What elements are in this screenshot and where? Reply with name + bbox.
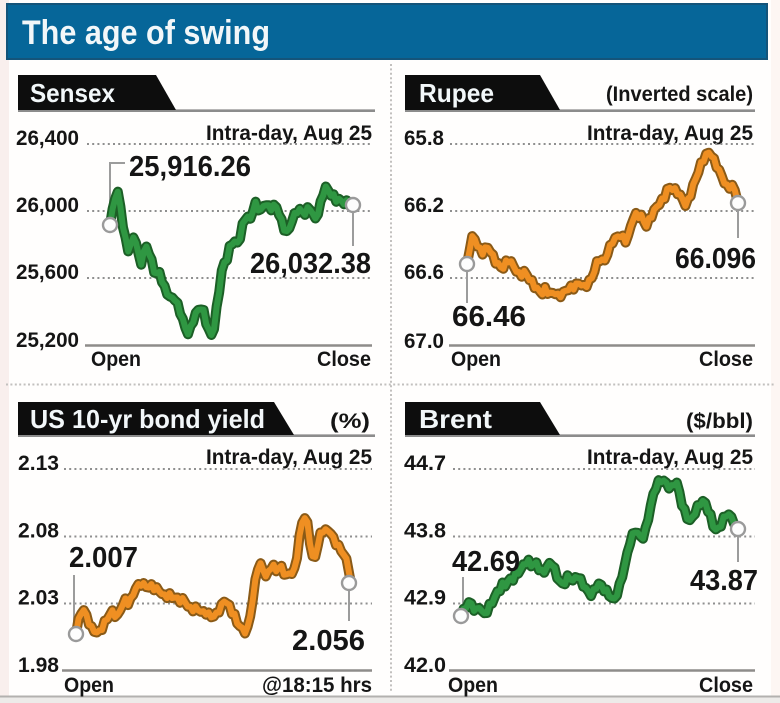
svg-text:Close: Close	[699, 673, 753, 697]
svg-text:Close: Close	[317, 347, 371, 371]
svg-text:Close: Close	[699, 347, 753, 371]
svg-text:26,000: 26,000	[16, 193, 79, 217]
svg-text:@18:15 hrs: @18:15 hrs	[262, 673, 372, 697]
svg-text:42.0: 42.0	[404, 653, 446, 677]
svg-text:Rupee: Rupee	[419, 78, 494, 108]
svg-text:Intra-day, Aug 25: Intra-day, Aug 25	[206, 445, 372, 469]
svg-text:66.2: 66.2	[404, 193, 444, 217]
svg-text:43.8: 43.8	[404, 519, 446, 543]
svg-text:1.98: 1.98	[18, 653, 59, 677]
svg-text:Brent: Brent	[419, 404, 492, 434]
svg-text:($/bbl): ($/bbl)	[686, 409, 753, 433]
svg-text:66.096: 66.096	[675, 243, 756, 275]
svg-text:42.69: 42.69	[452, 546, 520, 578]
svg-text:67.0: 67.0	[404, 329, 444, 353]
svg-text:(Inverted scale): (Inverted scale)	[606, 82, 753, 106]
svg-text:2.08: 2.08	[18, 519, 59, 543]
svg-text:The age of swing: The age of swing	[22, 14, 270, 52]
svg-text:2.13: 2.13	[18, 451, 59, 475]
svg-text:US 10-yr bond yield: US 10-yr bond yield	[30, 404, 265, 434]
svg-text:(%): (%)	[330, 409, 370, 433]
svg-text:26,032.38: 26,032.38	[250, 248, 371, 280]
svg-text:66.46: 66.46	[452, 301, 526, 333]
svg-text:Open: Open	[448, 673, 498, 697]
svg-text:42.9: 42.9	[404, 586, 446, 610]
svg-text:25,600: 25,600	[16, 260, 79, 284]
svg-text:Intra-day, Aug 25: Intra-day, Aug 25	[206, 121, 372, 145]
svg-text:Sensex: Sensex	[30, 78, 115, 108]
svg-text:Intra-day, Aug 25: Intra-day, Aug 25	[587, 121, 753, 145]
svg-text:Open: Open	[91, 347, 141, 371]
svg-text:25,916.26: 25,916.26	[129, 151, 251, 183]
svg-text:26,400: 26,400	[16, 126, 79, 150]
svg-text:25,200: 25,200	[16, 328, 79, 352]
svg-text:Open: Open	[64, 673, 114, 697]
svg-text:2.056: 2.056	[292, 625, 365, 657]
svg-text:65.8: 65.8	[404, 126, 444, 150]
svg-text:66.6: 66.6	[404, 260, 444, 284]
svg-text:2.03: 2.03	[18, 586, 59, 610]
svg-text:44.7: 44.7	[404, 451, 446, 475]
svg-text:2.007: 2.007	[69, 542, 138, 574]
svg-text:43.87: 43.87	[690, 565, 758, 597]
svg-text:Open: Open	[451, 347, 501, 371]
svg-text:Intra-day, Aug 25: Intra-day, Aug 25	[587, 445, 753, 469]
